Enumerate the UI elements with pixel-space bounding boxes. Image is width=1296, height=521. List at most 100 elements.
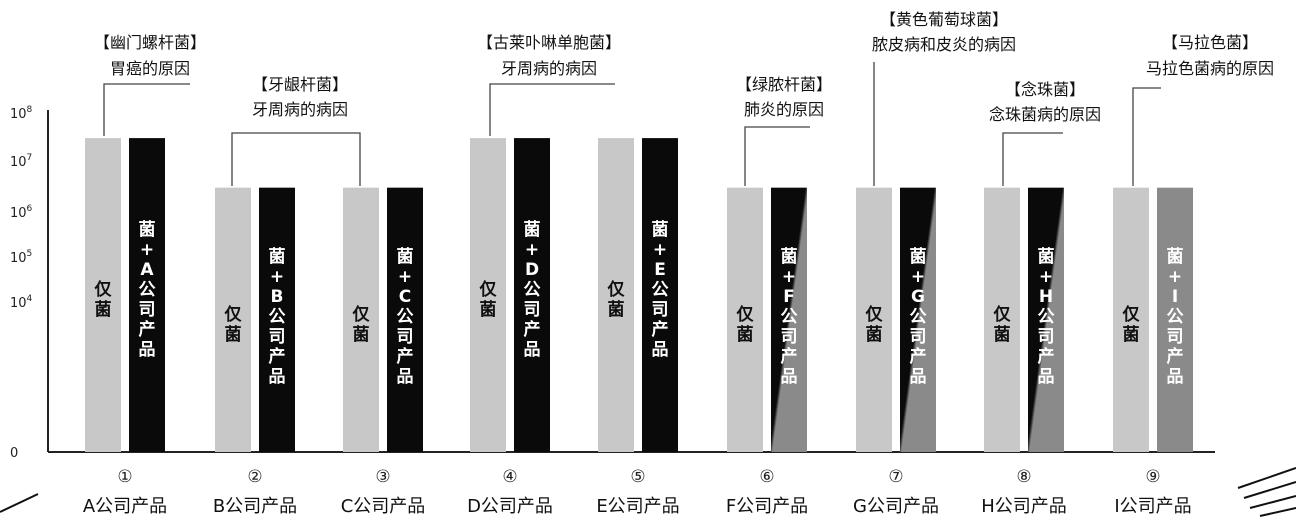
bar-label-char: 产	[397, 346, 414, 367]
bar-treated-label: 菌+E公司产品	[652, 220, 669, 360]
bar-label-char: 菌	[1167, 247, 1184, 267]
bar-treated	[1028, 187, 1064, 452]
category-label: C公司产品	[341, 496, 426, 517]
bar-label-char: 产	[1167, 346, 1184, 367]
bar-label-char: 仅	[865, 304, 884, 325]
bar-treated-label: 菌+B公司产品	[269, 247, 286, 387]
bar-label-char: B	[271, 287, 284, 307]
bar-label-char: 公	[781, 307, 798, 327]
bar-label-char: D	[525, 260, 539, 280]
category-label: H公司产品	[981, 496, 1067, 517]
annotation-connector	[103, 83, 190, 136]
decoration-stroke	[1249, 495, 1296, 509]
annotation-connector	[1002, 132, 1063, 186]
annotation-title: 【马拉色菌】	[1162, 33, 1258, 52]
bar-control-label: 仅菌	[607, 279, 626, 320]
bar-control	[984, 187, 1020, 452]
category-number: ①	[117, 467, 132, 487]
bar-treated	[387, 187, 423, 452]
bar-label-char: 菌	[866, 325, 883, 345]
bar-label-char: G	[911, 287, 925, 307]
bar-control-label: 仅菌	[736, 304, 755, 345]
category-label: D公司产品	[467, 496, 553, 517]
bar-label-char: +	[1168, 267, 1182, 287]
bar-control	[343, 187, 379, 452]
annotation-subtitle: 牙周病的病因	[252, 100, 348, 119]
bar-control-label: 仅菌	[94, 279, 113, 320]
y-tick-label: 108	[10, 105, 33, 122]
bar-treated-label: 菌+I公司产品	[1167, 247, 1184, 387]
bar-label-char: 司	[139, 300, 156, 320]
bar-label-char: 菌	[910, 247, 927, 267]
bar-control	[598, 138, 634, 452]
bar-label-char: 品	[397, 367, 414, 387]
bar-label-char: 菌	[608, 300, 625, 320]
annotation-subtitle: 胃癌的原因	[110, 59, 190, 78]
bar-treated	[1157, 187, 1193, 452]
bar-label-char: A	[140, 260, 154, 280]
bar-treated	[771, 187, 807, 452]
category-number: ⑨	[1145, 467, 1160, 487]
bar-treated-label: 菌+G公司产品	[910, 247, 927, 387]
bar-label-char: 公	[652, 280, 669, 300]
bar-label-char: 仅	[993, 304, 1012, 325]
bar-label-char: 仅	[1122, 304, 1141, 325]
bar-control	[727, 187, 763, 452]
bar-label-char: 仅	[94, 279, 113, 300]
bar-label-char: 菌	[269, 247, 286, 267]
bar-label-char: 菌	[397, 247, 414, 267]
bar-label-char: 公	[1167, 307, 1184, 327]
bar-control-label: 仅菌	[865, 304, 884, 345]
annotation-connector	[744, 126, 810, 186]
bar-label-char: 司	[910, 327, 927, 347]
annotation-subtitle: 脓皮病和皮炎的病因	[872, 35, 1016, 54]
y-tick-label: 0	[10, 446, 18, 461]
bar-label-char: +	[653, 240, 667, 260]
bar-label-char: +	[911, 267, 925, 287]
bar-label-char: 菌	[225, 325, 242, 345]
bar-control-label: 仅菌	[993, 304, 1012, 345]
category-number: ⑦	[888, 467, 903, 487]
bar-label-char: 产	[524, 319, 541, 340]
bar-label-char: +	[782, 267, 796, 287]
bar-label-char: 仅	[224, 304, 243, 325]
bar-treated-label: 菌+D公司产品	[524, 220, 541, 360]
bar-treated	[900, 187, 936, 452]
category-label: B公司产品	[213, 496, 297, 517]
bar-label-char: 司	[524, 300, 541, 320]
bar-label-char: 公	[397, 307, 414, 327]
bar-treated	[514, 138, 550, 452]
bar-label-char: 品	[139, 340, 156, 360]
bar-label-char: 仅	[352, 304, 371, 325]
bar-label-char: 菌	[994, 325, 1011, 345]
decoration-stroke	[0, 493, 39, 513]
annotation-subtitle: 念珠菌病的原因	[989, 105, 1101, 124]
bar-label-char: 菌	[1038, 247, 1055, 267]
annotation-title: 【古莱卟啉单胞菌】	[477, 33, 621, 52]
bar-label-char: +	[140, 240, 154, 260]
bar-label-char: C	[399, 287, 411, 307]
bar-treated	[642, 138, 678, 452]
category-label: F公司产品	[726, 496, 808, 517]
bar-treated-label: 菌+F公司产品	[781, 247, 798, 387]
y-tick-label: 105	[10, 249, 32, 266]
bar-label-char: 品	[524, 340, 541, 360]
bar-label-char: 公	[524, 280, 541, 300]
annotation-connector	[1132, 87, 1161, 186]
bar-control-label: 仅菌	[352, 304, 371, 345]
bar-label-char: 品	[1038, 367, 1055, 387]
bar-label-char: H	[1039, 287, 1053, 307]
bar-label-char: 产	[139, 319, 156, 340]
bar-control	[1113, 187, 1149, 452]
bar-label-char: 公	[1038, 307, 1055, 327]
category-number: ③	[375, 467, 390, 487]
bar-label-char: 司	[652, 300, 669, 320]
category-number: ⑧	[1016, 467, 1031, 487]
bars: 仅菌菌+A公司产品仅菌菌+B公司产品仅菌菌+C公司产品仅菌菌+D公司产品仅菌菌+…	[85, 138, 1193, 452]
annotation-title: 【幽门螺杆菌】	[94, 33, 206, 52]
bar-label-char: I	[1172, 287, 1178, 307]
annotation-subtitle: 马拉色菌病的原因	[1146, 59, 1274, 78]
bar-label-char: 产	[781, 346, 798, 367]
bar-label-char: 品	[910, 367, 927, 387]
y-tick-label: 106	[10, 204, 33, 221]
